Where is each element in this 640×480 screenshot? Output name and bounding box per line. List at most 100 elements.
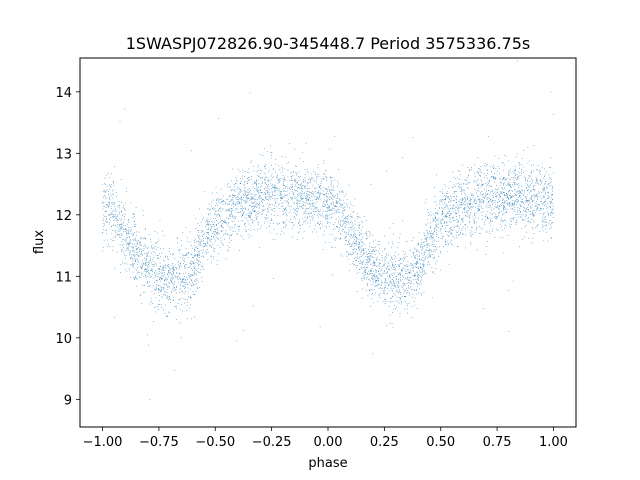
data-point	[359, 249, 361, 251]
data-point	[405, 270, 407, 272]
data-point	[216, 214, 218, 216]
data-point	[496, 216, 498, 218]
data-point	[524, 190, 525, 192]
data-point	[199, 238, 200, 240]
data-point	[291, 222, 293, 224]
data-point	[177, 277, 178, 279]
data-point	[326, 199, 328, 201]
data-point	[237, 197, 239, 198]
data-point	[258, 189, 260, 191]
data-point	[416, 254, 418, 256]
data-point	[430, 254, 432, 256]
data-point	[521, 200, 523, 202]
data-point	[349, 243, 351, 244]
data-point	[148, 264, 149, 265]
data-point	[508, 191, 509, 192]
data-point	[238, 191, 240, 193]
data-point	[171, 281, 172, 283]
data-point	[266, 199, 268, 201]
data-point	[182, 255, 184, 257]
data-point	[155, 273, 157, 275]
data-point	[139, 249, 141, 250]
data-point	[483, 173, 485, 175]
data-point	[318, 213, 319, 214]
data-point	[218, 214, 220, 215]
data-point	[353, 211, 354, 213]
data-point	[152, 271, 153, 273]
data-point	[342, 212, 343, 214]
data-point	[190, 261, 191, 263]
data-point	[385, 282, 387, 284]
data-point	[318, 211, 320, 212]
data-point	[387, 266, 388, 267]
data-point	[523, 203, 524, 204]
data-point	[497, 207, 499, 208]
data-point	[382, 273, 384, 275]
data-point	[418, 267, 420, 269]
data-point	[300, 175, 302, 177]
data-point	[531, 242, 533, 244]
data-point	[227, 184, 229, 186]
data-point	[499, 237, 501, 239]
data-point	[440, 251, 441, 252]
data-point	[381, 281, 383, 283]
data-point	[495, 195, 497, 197]
data-point	[426, 224, 428, 226]
data-point	[419, 257, 420, 259]
data-point	[368, 270, 370, 272]
data-point	[138, 246, 139, 248]
data-point	[492, 190, 493, 192]
data-point	[239, 225, 240, 227]
data-point	[318, 174, 320, 175]
data-point	[440, 199, 442, 200]
data-point	[307, 222, 309, 224]
data-point	[155, 311, 157, 313]
data-point	[370, 273, 372, 275]
data-point	[509, 223, 511, 225]
data-point	[519, 162, 520, 164]
data-point	[207, 252, 209, 253]
data-point	[212, 224, 214, 225]
data-point	[368, 258, 370, 259]
data-point	[470, 195, 472, 196]
data-point	[407, 269, 409, 270]
data-point	[551, 195, 553, 196]
data-point	[197, 263, 198, 265]
data-point	[128, 243, 129, 245]
data-point	[299, 228, 301, 229]
data-point	[399, 298, 401, 300]
data-point	[265, 187, 267, 189]
data-point	[332, 246, 333, 248]
data-point	[445, 227, 447, 229]
data-point	[383, 272, 385, 274]
data-point	[426, 239, 427, 240]
data-point	[338, 209, 339, 211]
data-point	[477, 208, 479, 210]
data-point	[544, 189, 546, 191]
data-point	[120, 229, 122, 231]
data-point	[532, 212, 534, 214]
data-point	[238, 220, 239, 222]
data-point	[468, 214, 470, 216]
data-point	[119, 236, 121, 238]
data-point	[470, 243, 472, 245]
data-point	[522, 219, 524, 220]
data-point	[460, 198, 462, 200]
data-point	[433, 237, 434, 239]
data-point	[517, 176, 519, 178]
data-point	[209, 209, 210, 211]
data-point	[168, 270, 169, 271]
data-point	[132, 243, 134, 245]
data-point	[374, 276, 376, 278]
data-point	[357, 229, 359, 231]
data-point	[521, 192, 523, 194]
data-point	[230, 208, 232, 210]
data-point	[201, 255, 202, 257]
data-point	[199, 235, 200, 237]
data-point	[195, 238, 196, 240]
data-point	[436, 229, 437, 231]
data-point	[463, 204, 465, 206]
data-point	[196, 286, 198, 288]
data-point	[344, 226, 346, 228]
data-point	[370, 264, 372, 265]
